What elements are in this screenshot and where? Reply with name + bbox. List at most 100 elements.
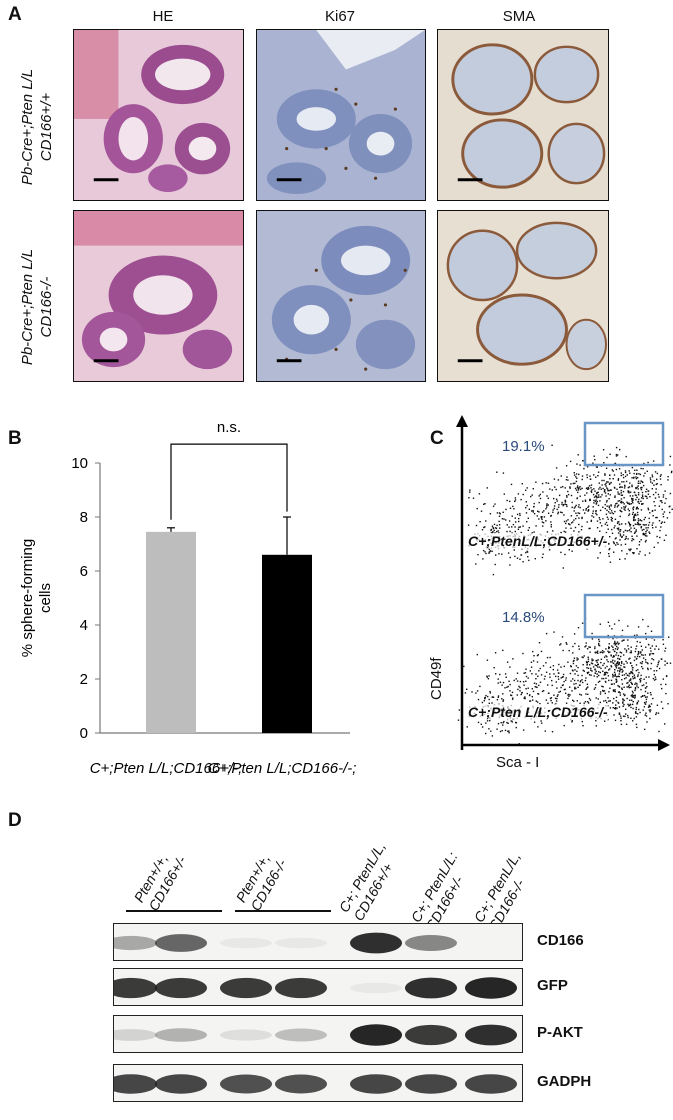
flow-event <box>614 669 616 671</box>
flow-event <box>632 508 634 511</box>
significance-bracket <box>170 443 288 520</box>
flow-event <box>627 686 630 688</box>
flow-event <box>552 509 554 511</box>
flow-event <box>484 503 486 505</box>
flow-event <box>572 670 574 672</box>
flow-event <box>627 714 629 717</box>
flow-event <box>497 682 499 684</box>
flow-event <box>569 672 572 675</box>
flow-event <box>575 489 578 491</box>
flow-event <box>570 665 572 667</box>
flow-event <box>556 687 558 689</box>
flow-event <box>579 681 582 683</box>
flow-event <box>586 671 589 674</box>
flow-event <box>500 722 502 724</box>
flow-event <box>610 666 613 668</box>
flow-event <box>647 692 649 694</box>
flow-event <box>579 464 581 466</box>
flow-event <box>613 650 616 652</box>
flow-event <box>468 497 470 499</box>
flow-event <box>579 702 581 704</box>
flow-event <box>591 658 593 660</box>
flow-event <box>506 524 508 526</box>
flow-event <box>501 698 503 700</box>
flow-event <box>628 514 630 517</box>
flow-event <box>628 658 630 660</box>
flow-event <box>621 481 623 483</box>
flow-event <box>509 556 511 559</box>
flow-event <box>494 652 497 654</box>
flow-event <box>608 483 611 485</box>
flow-event <box>491 702 493 704</box>
blot-label-gfp: GFP <box>537 977 568 994</box>
flow-event <box>617 521 619 523</box>
flow-event <box>626 682 628 684</box>
flow-event <box>619 515 621 518</box>
flow-event <box>490 532 493 534</box>
flow-event <box>578 517 580 519</box>
flow-event <box>480 510 483 512</box>
flow-event <box>615 544 617 546</box>
flow-event <box>577 506 580 508</box>
flow-event <box>514 526 516 528</box>
flow-event <box>567 479 569 481</box>
flow-event <box>611 683 613 685</box>
flow-event <box>538 642 541 644</box>
flow-event <box>628 529 630 532</box>
flow-event <box>650 703 653 705</box>
flow-event <box>608 542 610 545</box>
flow-event <box>532 690 535 693</box>
flow-event <box>578 531 580 533</box>
flow-event <box>616 676 618 678</box>
flow-event <box>615 665 617 667</box>
flow-event <box>575 687 577 690</box>
flow-event <box>617 478 620 480</box>
flow-event <box>599 691 602 693</box>
flow-x-label: Sca - I <box>496 754 540 771</box>
flow-event <box>609 453 611 455</box>
flow-event <box>546 495 548 497</box>
flow-event <box>585 661 588 663</box>
flow-event <box>572 662 575 665</box>
flow-event <box>660 474 662 476</box>
flow-event <box>476 690 479 692</box>
flow-event <box>614 642 616 644</box>
band <box>155 934 207 952</box>
flow-event <box>606 481 608 483</box>
flow-event <box>606 456 608 459</box>
flow-event <box>604 523 606 525</box>
flow-event <box>637 700 640 702</box>
flow-event <box>659 529 661 532</box>
flow-event <box>554 697 557 700</box>
flow-event <box>662 678 664 680</box>
flow-event <box>573 474 576 476</box>
flow-event <box>592 512 594 515</box>
flow-event <box>624 470 627 472</box>
flow-event <box>655 491 657 494</box>
flow-event <box>620 510 622 512</box>
flow-event <box>561 636 564 638</box>
flow-event <box>604 492 607 494</box>
flow-event <box>644 659 647 661</box>
flow-event <box>498 520 500 523</box>
flow-event <box>632 552 635 555</box>
flow-event <box>578 504 580 506</box>
flow-event <box>618 619 620 622</box>
flow-event <box>623 666 625 668</box>
flow-event <box>597 504 600 507</box>
flow-event <box>496 471 498 473</box>
flow-event <box>579 693 581 696</box>
flow-cytometry-plots <box>456 415 673 751</box>
flow-event <box>642 667 644 670</box>
flow-event <box>496 512 499 514</box>
flow-event <box>608 643 610 645</box>
flow-event <box>484 696 486 699</box>
flow-event <box>575 476 577 478</box>
flow-event <box>594 664 596 666</box>
flow-event <box>560 511 562 513</box>
flow-event <box>603 651 605 653</box>
micrograph-he-wt <box>73 29 244 201</box>
flow-event <box>599 500 601 502</box>
flow-event <box>636 535 638 537</box>
flow-event <box>541 690 544 693</box>
